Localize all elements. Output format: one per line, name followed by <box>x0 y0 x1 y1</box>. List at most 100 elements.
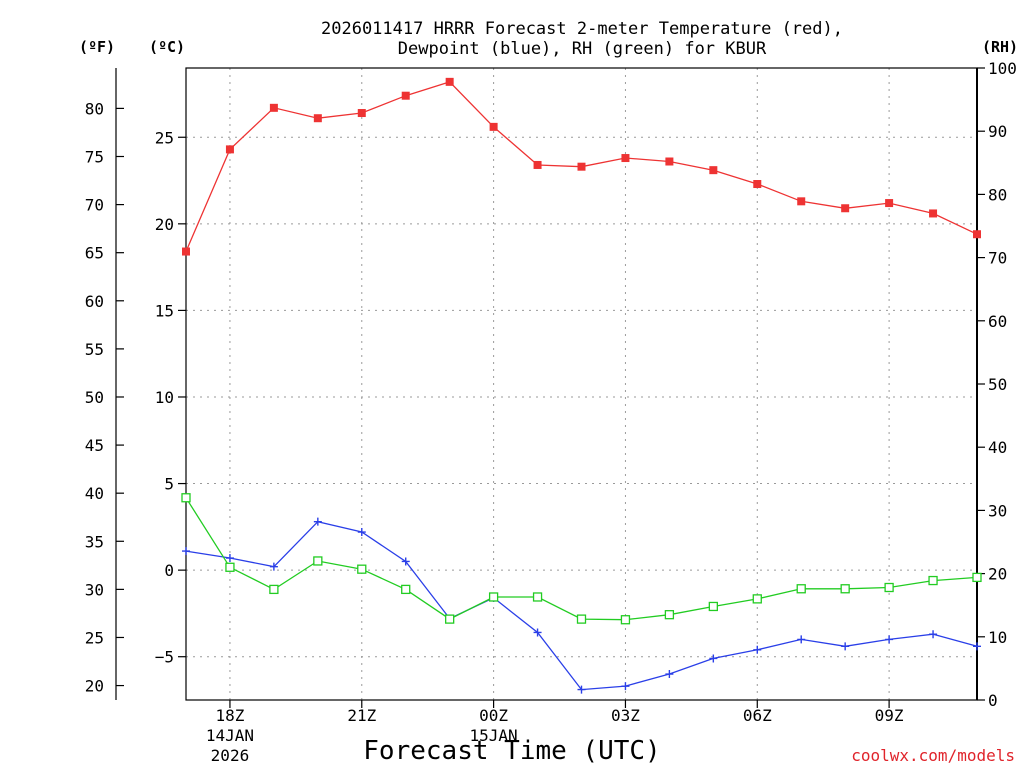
rh-tick-label: 100 <box>988 59 1017 78</box>
rh-unit-label: (RH) <box>982 38 1018 56</box>
temperature-c-point <box>753 180 762 189</box>
celsius-tick-label: 0 <box>164 561 174 580</box>
rh-point <box>532 592 543 602</box>
dewpoint-c-point <box>885 635 894 644</box>
celsius-tick-label: 5 <box>164 475 174 494</box>
temperature-c-point <box>489 122 498 131</box>
dewpoint-c-point <box>797 635 806 644</box>
celsius-tick-label: 15 <box>155 301 174 320</box>
x-tick-label: 03Z <box>611 706 640 725</box>
chart-title-line2: Dewpoint (blue), RH (green) for KBUR <box>398 39 767 59</box>
fahrenheit-tick-label: 80 <box>85 99 104 118</box>
fahrenheit-tick-label: 50 <box>85 388 104 407</box>
fahrenheit-tick-label: 35 <box>85 532 104 551</box>
fahrenheit-tick-label: 20 <box>85 677 104 696</box>
rh-tick-label: 70 <box>988 249 1007 268</box>
rh-point <box>488 592 499 602</box>
temperature-c-point <box>445 77 454 86</box>
temperature-c-point <box>225 145 234 154</box>
x-tick-date: 14JAN <box>206 726 254 745</box>
rh-point <box>225 562 235 572</box>
rh-point <box>269 584 279 595</box>
temperature-c-point <box>709 166 718 175</box>
temperature-c-point <box>841 204 850 213</box>
x-axis-label: Forecast Time (UTC) <box>363 736 660 766</box>
rh-point <box>884 582 894 593</box>
rh-point <box>664 610 675 620</box>
dewpoint-c-point <box>533 628 542 637</box>
temperature-c-point <box>621 154 630 163</box>
celsius-tick-label: 20 <box>155 215 174 234</box>
temperature-c-point <box>401 91 410 100</box>
dewpoint-c-point <box>225 554 234 563</box>
temperature-c-point <box>797 197 806 206</box>
celsius-tick-label: −5 <box>155 648 174 667</box>
celsius-unit-label: (ºC) <box>149 38 185 56</box>
temperature-c-point <box>269 103 278 112</box>
rh-point <box>840 584 850 594</box>
rh-point <box>401 584 411 595</box>
rh-point <box>357 564 367 574</box>
fahrenheit-tick-label: 40 <box>85 484 104 503</box>
rh-point <box>620 615 631 625</box>
fahrenheit-tick-label: 45 <box>85 436 104 455</box>
rh-point <box>313 556 323 566</box>
rh-point <box>752 594 762 604</box>
fahrenheit-unit-label: (ºF) <box>79 38 115 56</box>
fahrenheit-tick-label: 25 <box>85 628 104 647</box>
fahrenheit-tick-label: 75 <box>85 147 104 166</box>
dewpoint-c-point <box>401 557 410 566</box>
series <box>181 77 982 694</box>
x-tick-label: 00Z <box>479 706 508 725</box>
rh-point <box>576 614 587 624</box>
dewpoint-c-point <box>709 654 718 663</box>
credit-text: coolwx.com/models <box>851 746 1015 765</box>
dewpoint-c-point <box>665 670 674 679</box>
x-tick-year: 2026 <box>211 746 250 765</box>
fahrenheit-tick-label: 70 <box>85 196 104 215</box>
temperature-c-point <box>313 114 322 123</box>
chart-title-line1: 2026011417 HRRR Forecast 2-meter Tempera… <box>321 19 843 39</box>
fahrenheit-tick-label: 60 <box>85 292 104 311</box>
grid <box>186 68 977 700</box>
celsius-tick-label: 10 <box>155 388 174 407</box>
dewpoint-c-point <box>929 630 938 639</box>
dewpoint-c-point <box>621 682 630 691</box>
dewpoint-c-point <box>577 685 586 694</box>
temperature-c-point <box>357 109 366 118</box>
dewpoint-c-point <box>357 528 366 537</box>
x-tick-label: 18Z <box>215 706 244 725</box>
rh-tick-label: 40 <box>988 438 1007 457</box>
rh-point <box>181 493 191 503</box>
temperature-c-point <box>665 157 674 166</box>
dewpoint-c-line <box>185 520 978 691</box>
temperature-c-point <box>533 160 542 169</box>
rh-tick-label: 0 <box>988 691 998 710</box>
rh-tick-label: 10 <box>988 628 1007 647</box>
rh-point <box>972 572 982 583</box>
dewpoint-c-point <box>753 645 762 654</box>
rh-point <box>708 601 718 612</box>
fahrenheit-tick-label: 55 <box>85 340 104 359</box>
rh-tick-label: 20 <box>988 565 1007 584</box>
rh-tick-label: 80 <box>988 185 1007 204</box>
rh-line <box>185 497 978 621</box>
temperature-c-point <box>885 199 894 208</box>
dewpoint-c-point <box>841 642 850 651</box>
x-tick-label: 21Z <box>347 706 376 725</box>
rh-tick-label: 90 <box>988 122 1007 141</box>
dewpoint-c-point <box>313 517 322 526</box>
rh-point <box>445 614 455 624</box>
dewpoint-c-point <box>269 562 278 571</box>
temperature-c-point <box>929 209 938 218</box>
rh-tick-label: 30 <box>988 501 1007 520</box>
rh-tick-label: 50 <box>988 375 1007 394</box>
fahrenheit-tick-label: 30 <box>85 580 104 599</box>
temperature-c-point <box>577 162 586 171</box>
x-tick-date: 15JAN <box>470 726 518 745</box>
temperature-c-point <box>973 230 981 239</box>
fahrenheit-tick-label: 65 <box>85 244 104 263</box>
x-tick-label: 06Z <box>743 706 772 725</box>
x-tick-label: 09Z <box>875 706 904 725</box>
